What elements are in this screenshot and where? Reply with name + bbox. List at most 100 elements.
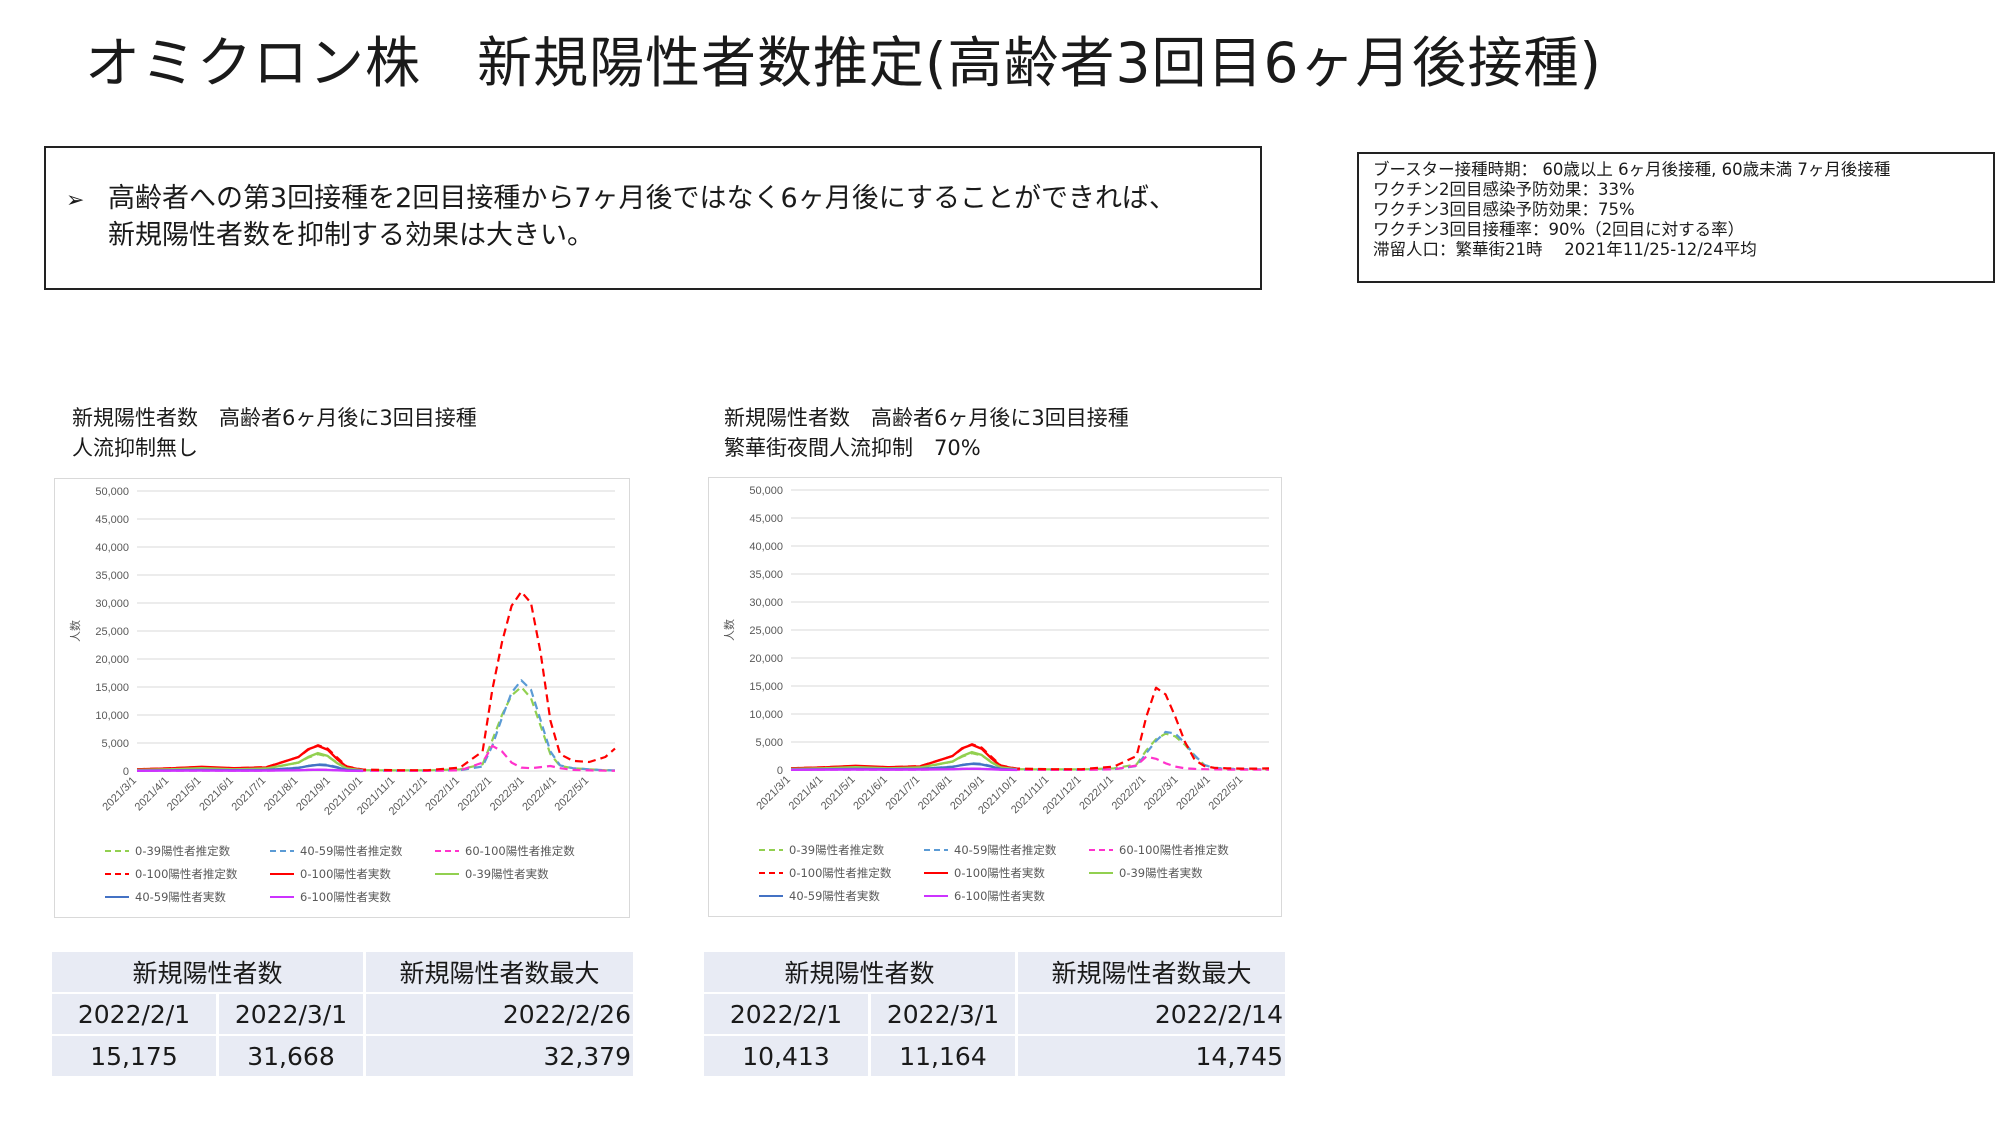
- caption-line-1: 新規陽性者数 高齢者6ヶ月後に3回目接種: [724, 406, 1129, 430]
- table-cell: 2022/2/26: [366, 994, 636, 1036]
- line-chart-left: 0 5,000 10,000 15,000 20,000 25,000 30,000 35,0…: [69, 486, 616, 904]
- chart-left: 0 5,000 10,000 15,000 20,000 25,000 30,000 35,0…: [54, 478, 630, 918]
- legend-label: 6-100陽性者実数: [954, 889, 1045, 903]
- assumption-item: ワクチン3回目接種率：90%（2回目に対する率）: [1373, 220, 1745, 239]
- x-tick-label: 2021/6/1: [851, 774, 890, 813]
- table-cell: 2022/3/1: [871, 994, 1018, 1036]
- summary-text: 高齢者への第3回接種を2回目接種から7ヶ月後ではなく6ヶ月後にすることができれば…: [108, 180, 1208, 254]
- y-axis-label: 人数: [723, 619, 736, 641]
- x-tick-label: 2021/7/1: [884, 774, 923, 813]
- y-axis-label: 人数: [69, 620, 82, 642]
- y-tick-label: 10,000: [95, 710, 129, 722]
- y-tick-label: 5,000: [101, 738, 129, 750]
- y-tick-label: 0: [777, 765, 783, 777]
- y-tick-label: 30,000: [749, 597, 783, 609]
- y-tick-label: 45,000: [749, 513, 783, 525]
- y-tick-label: 0: [123, 766, 129, 778]
- x-tick-label: 2022/2/1: [1110, 774, 1149, 813]
- x-tick-label: 2021/6/1: [197, 775, 236, 814]
- x-tick-label: 2022/1/1: [1077, 774, 1116, 813]
- series-line: [790, 730, 1269, 771]
- table-header: 新規陽性者数最大: [366, 952, 636, 994]
- summary-line-2: 新規陽性者数を抑制する効果は大きい。: [108, 220, 594, 251]
- y-tick-label: 5,000: [755, 737, 783, 749]
- x-tick-label: 2021/8/1: [916, 774, 955, 813]
- y-tick-label: 15,000: [749, 681, 783, 693]
- stats-table-right: 新規陽性者数 新規陽性者数最大 2022/2/1 2022/3/1 2022/2…: [704, 952, 1288, 1078]
- x-tick-label: 2022/4/1: [520, 775, 559, 814]
- table-cell: 32,379: [366, 1036, 636, 1078]
- summary-box: ➢ 高齢者への第3回接種を2回目接種から7ヶ月後ではなく6ヶ月後にすることができ…: [44, 146, 1262, 290]
- x-tick-label: 2021/7/1: [230, 775, 269, 814]
- assumptions-box: ブースター接種時期： 60歳以上 6ヶ月後接種, 60歳未満 7ヶ月後接種 ワク…: [1357, 152, 1995, 283]
- chart-caption-left: 新規陽性者数 高齢者6ヶ月後に3回目接種 人流抑制無し: [72, 403, 477, 463]
- table-cell: 11,164: [871, 1036, 1018, 1078]
- y-tick-label: 50,000: [749, 485, 783, 497]
- caption-line-2: 人流抑制無し: [72, 436, 198, 460]
- x-tick-label: 2021/5/1: [819, 774, 858, 813]
- table-cell: 2022/3/1: [219, 994, 366, 1036]
- legend-label: 0-39陽性者実数: [465, 867, 549, 881]
- x-tick-label: 2021/5/1: [165, 775, 204, 814]
- assumption-item: 滞留人口：繁華街21時 2021年11/25-12/24平均: [1373, 240, 1757, 259]
- x-tick-label: 2021/3/1: [100, 775, 139, 814]
- table-cell: 15,175: [52, 1036, 219, 1078]
- y-tick-label: 45,000: [95, 514, 129, 526]
- assumption-item: ブースター接種時期： 60歳以上 6ヶ月後接種, 60歳未満 7ヶ月後接種: [1373, 160, 1891, 179]
- x-tick-label: 2021/8/1: [262, 775, 301, 814]
- x-tick-label: 2022/4/1: [1174, 774, 1213, 813]
- series-line: [790, 732, 1269, 771]
- assumption-item: ワクチン3回目感染予防効果：75%: [1373, 200, 1635, 219]
- table-cell: 14,745: [1018, 1036, 1288, 1078]
- legend-label: 0-39陽性者推定数: [789, 843, 885, 857]
- legend-label: 40-59陽性者実数: [135, 890, 226, 904]
- legend-label: 0-100陽性者推定数: [135, 867, 238, 881]
- series-line: [136, 744, 364, 772]
- table-header: 新規陽性者数最大: [1018, 952, 1288, 994]
- x-tick-label: 2022/1/1: [423, 775, 462, 814]
- x-tick-label: 2021/4/1: [787, 774, 826, 813]
- y-tick-label: 15,000: [95, 682, 129, 694]
- y-tick-label: 40,000: [749, 541, 783, 553]
- y-tick-label: 20,000: [749, 653, 783, 665]
- summary-line-1: 高齢者への第3回接種を2回目接種から7ヶ月後ではなく6ヶ月後にすることができれば…: [108, 183, 1176, 214]
- y-tick-label: 10,000: [749, 709, 783, 721]
- x-tick-label: 2022/3/1: [1142, 774, 1181, 813]
- legend-label: 40-59陽性者推定数: [954, 843, 1057, 857]
- legend-label: 0-39陽性者実数: [1119, 866, 1203, 880]
- legend-label: 40-59陽性者推定数: [300, 844, 403, 858]
- chart-right: 0 5,000 10,000 15,000 20,000 25,000 30,000 35,0…: [708, 477, 1282, 917]
- x-tick-label: 2022/2/1: [456, 775, 495, 814]
- series-line: [136, 679, 616, 772]
- y-tick-label: 40,000: [95, 542, 129, 554]
- table-header: 新規陽性者数: [704, 952, 1018, 994]
- y-tick-label: 25,000: [749, 625, 783, 637]
- legend-label: 6-100陽性者実数: [300, 890, 391, 904]
- line-chart-right: 0 5,000 10,000 15,000 20,000 25,000 30,000 35,0…: [723, 485, 1270, 903]
- caption-line-1: 新規陽性者数 高齢者6ヶ月後に3回目接種: [72, 406, 477, 430]
- series-line: [136, 751, 364, 772]
- y-tick-label: 20,000: [95, 654, 129, 666]
- legend-label: 60-100陽性者推定数: [465, 844, 575, 858]
- table-header: 新規陽性者数: [52, 952, 366, 994]
- caption-line-2: 繁華街夜間人流抑制 70%: [724, 436, 981, 460]
- y-tick-label: 50,000: [95, 486, 129, 498]
- y-tick-label: 30,000: [95, 598, 129, 610]
- bullet-arrow-icon: ➢: [66, 188, 85, 213]
- x-tick-label: 2021/3/1: [754, 774, 793, 813]
- series-line: [136, 768, 364, 773]
- legend-label: 0-100陽性者実数: [954, 866, 1045, 880]
- x-tick-label: 2021/4/1: [133, 775, 172, 814]
- series-line: [790, 767, 1018, 772]
- legend-label: 60-100陽性者推定数: [1119, 843, 1229, 857]
- legend-label: 0-100陽性者実数: [300, 867, 391, 881]
- series-line: [790, 750, 1018, 771]
- table-cell: 10,413: [704, 1036, 871, 1078]
- y-tick-label: 25,000: [95, 626, 129, 638]
- chart-caption-right: 新規陽性者数 高齢者6ヶ月後に3回目接種 繁華街夜間人流抑制 70%: [724, 403, 1129, 463]
- x-tick-label: 2022/5/1: [553, 775, 592, 814]
- legend-label: 40-59陽性者実数: [789, 889, 880, 903]
- y-tick-label: 35,000: [95, 570, 129, 582]
- table-cell: 31,668: [219, 1036, 366, 1078]
- y-tick-label: 35,000: [749, 569, 783, 581]
